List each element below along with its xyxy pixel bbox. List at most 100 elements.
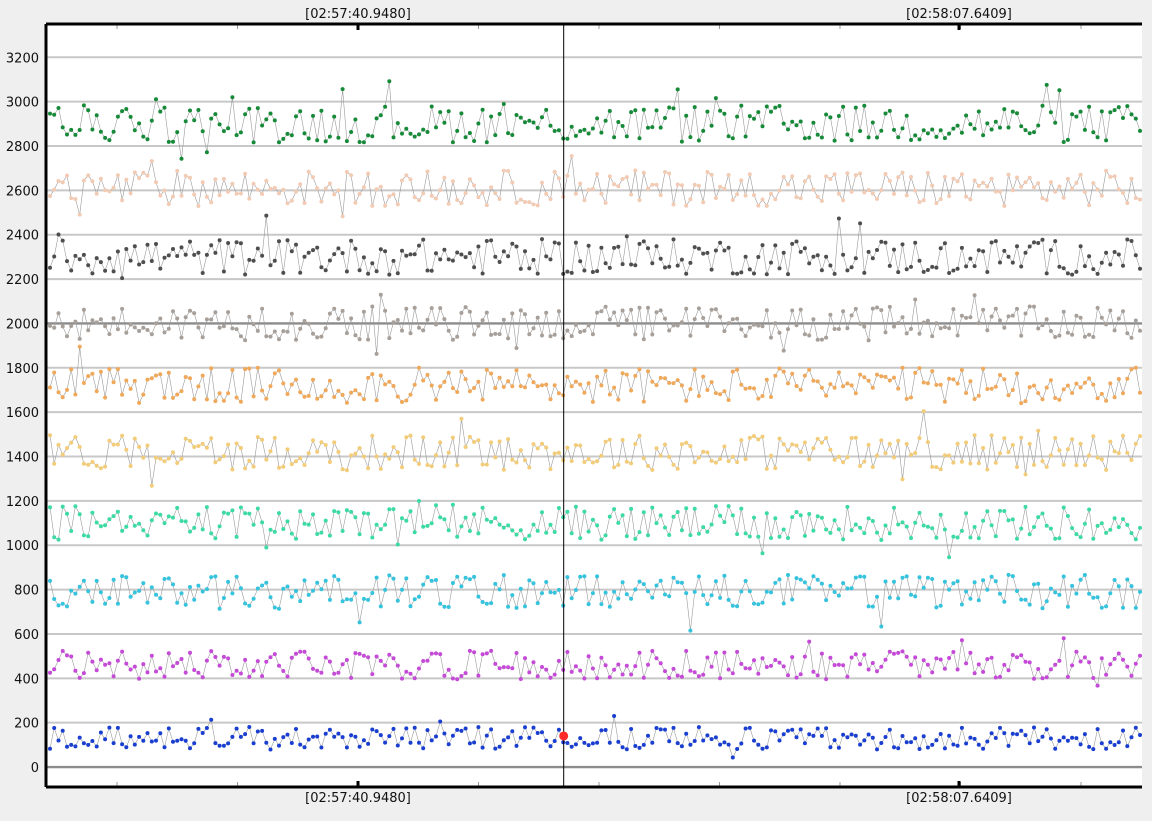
data-point [277,337,281,342]
data-point [913,133,918,138]
data-point [1108,110,1113,115]
data-point [989,176,994,181]
data-point [404,518,409,523]
data-point [323,578,328,583]
data-point [459,310,464,315]
data-point [145,137,150,142]
data-point [467,251,472,256]
data-point [480,318,485,323]
data-point [917,510,922,515]
data-point [361,653,366,658]
data-point [171,515,175,520]
data-point [887,727,892,732]
cursor-marker[interactable] [559,731,569,741]
data-point [137,734,142,739]
data-point [425,268,430,273]
data-point [175,505,180,510]
data-point [489,727,494,732]
data-point [204,194,209,199]
data-point [111,380,116,385]
data-point [115,327,120,332]
data-point [238,241,243,246]
data-point [1112,743,1117,747]
data-point [646,533,650,538]
data-point [552,672,557,677]
data-point [870,191,875,196]
data-point [802,179,807,184]
data-point [679,183,684,188]
data-point [73,392,78,397]
data-point [238,505,243,510]
data-point [743,254,748,259]
data-point [981,446,986,450]
data-point [815,577,820,582]
data-point [1099,656,1104,661]
data-point [281,669,286,673]
data-point [709,522,714,527]
data-point [370,535,375,540]
data-point [523,537,527,542]
data-point [391,192,396,197]
plot-area[interactable] [46,24,1142,787]
data-point [387,194,392,199]
data-point [535,674,540,679]
data-point [1133,537,1138,542]
data-point [1044,464,1049,469]
data-point [913,297,918,302]
data-point [141,260,146,265]
data-point [735,460,740,465]
data-point [769,590,773,595]
data-point [1006,450,1011,455]
data-point [467,434,472,439]
data-point [832,138,837,143]
data-point [824,112,829,117]
data-point [56,738,61,743]
data-point [964,589,969,594]
data-point [1091,747,1096,752]
data-point [234,534,239,539]
data-point [1061,505,1066,510]
data-point [162,255,167,260]
data-point [204,397,209,402]
data-point [425,372,430,377]
data-point [849,436,854,440]
data-point [255,659,260,664]
data-point [281,735,286,740]
data-point [302,319,307,323]
data-point [455,198,460,202]
data-point [1116,740,1121,745]
data-point [111,577,116,582]
data-point [552,383,557,388]
data-point [217,391,222,396]
data-point [824,677,829,682]
data-point [892,651,896,656]
data-point [188,376,192,381]
data-point [467,177,472,182]
data-point [938,657,943,662]
data-point [531,326,536,331]
data-point [1078,244,1083,249]
data-point [98,369,103,374]
data-point [599,245,604,250]
data-point [111,442,116,447]
data-point [438,719,443,724]
data-point [616,596,621,601]
data-point [964,741,969,746]
data-point [1112,395,1117,400]
data-point [366,133,371,138]
data-point [663,316,667,321]
data-point [959,528,964,533]
data-point [408,252,413,257]
data-point [637,136,642,141]
data-point [421,127,426,132]
data-point [472,265,477,270]
data-point [658,125,663,130]
data-point [590,126,595,131]
data-point [166,326,171,331]
data-point [404,669,409,674]
data-point [968,461,973,466]
data-point [573,664,578,669]
data-point [383,203,388,208]
